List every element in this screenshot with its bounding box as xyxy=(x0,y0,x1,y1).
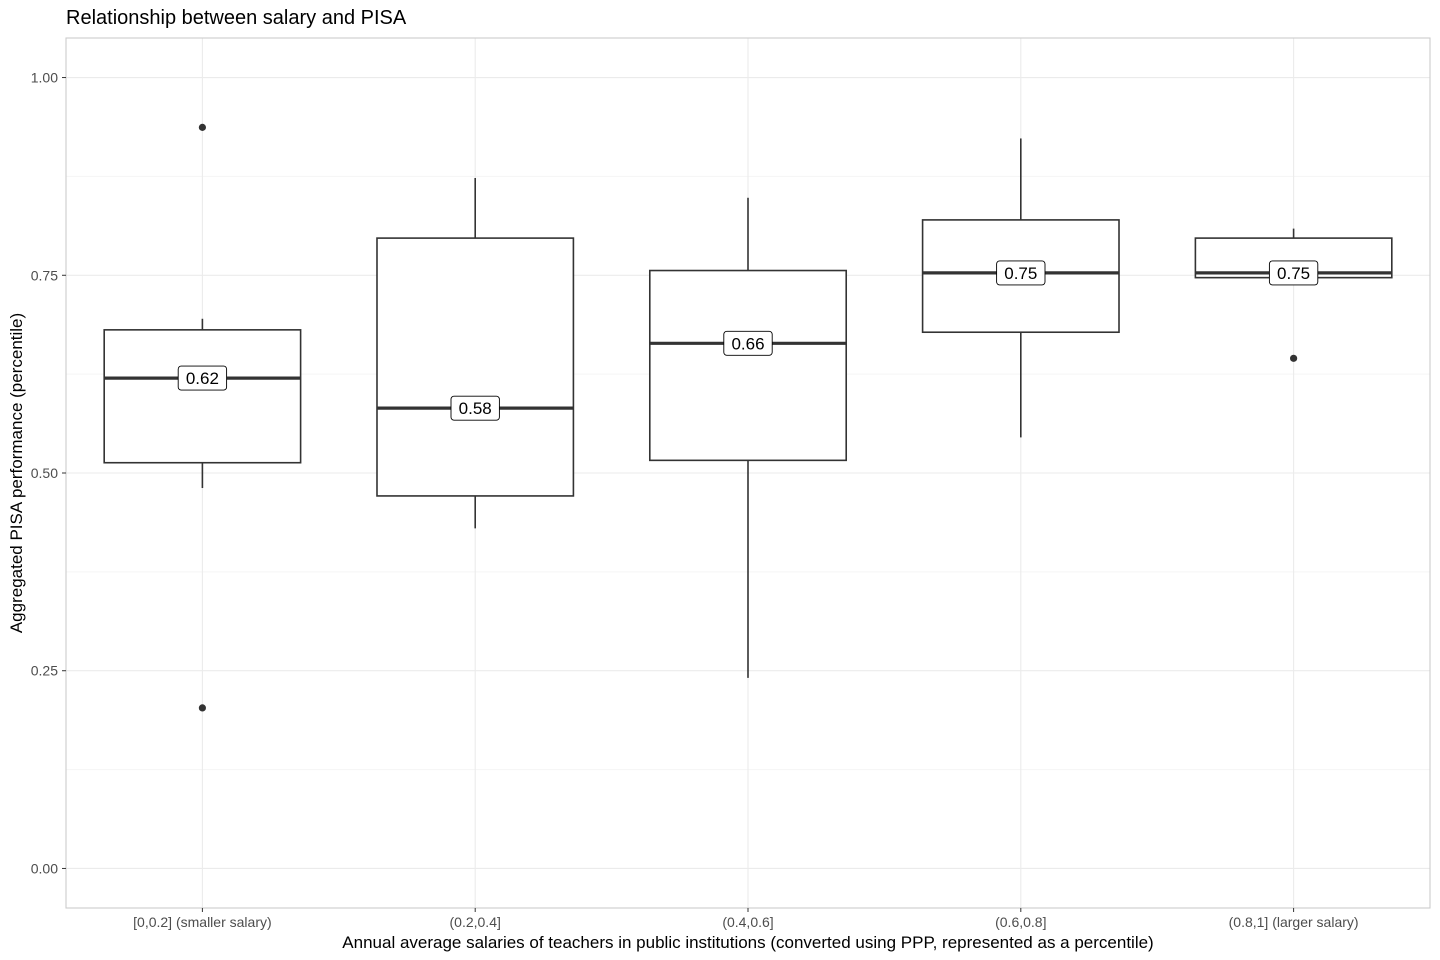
median-label-box xyxy=(177,365,228,391)
x-tick-label: (0.2,0.4] xyxy=(450,914,501,930)
median-label-box xyxy=(1268,260,1319,286)
x-tick-label: [0,0.2] (smaller salary) xyxy=(133,914,271,930)
y-axis-title: Aggregated PISA performance (percentile) xyxy=(7,313,26,633)
median-label: 0.58 xyxy=(459,399,492,418)
median-label-box xyxy=(723,330,773,356)
boxplot-group: 0.75 xyxy=(1194,228,1393,362)
x-tick-label: (0.6,0.8] xyxy=(995,914,1046,930)
boxplot-group: 0.75 xyxy=(921,138,1120,438)
y-tick-label: 0.75 xyxy=(31,267,58,283)
x-tick-label: (0.4,0.6] xyxy=(722,914,773,930)
median-label: 0.75 xyxy=(1004,264,1037,283)
median-label: 0.75 xyxy=(1277,264,1310,283)
median-label-box xyxy=(450,395,500,421)
x-tick-label: (0.8,1] (larger salary) xyxy=(1229,914,1359,930)
box-iqr xyxy=(376,237,575,497)
y-tick-label: 0.25 xyxy=(31,663,58,679)
median-label-box xyxy=(996,260,1046,286)
outlier-point xyxy=(198,704,206,712)
y-axis-ticks: 0.00 0.25 0.50 0.75 1.00 xyxy=(31,70,66,876)
boxplot-group: 0.58 xyxy=(376,177,575,529)
x-axis-ticks: [0,0.2] (smaller salary) (0.2,0.4] (0.4,0.… xyxy=(133,908,1359,930)
boxplot-group: 0.66 xyxy=(648,197,848,678)
outlier-point xyxy=(1290,354,1298,362)
boxplots: 0.62 0.58 0.66 0.75 0.75 xyxy=(103,123,1393,712)
x-axis-title: Annual average salaries of teachers in p… xyxy=(342,933,1153,952)
y-tick-label: 0.50 xyxy=(31,465,58,481)
outlier-point xyxy=(198,123,206,131)
y-tick-label: 0.00 xyxy=(31,860,58,876)
chart-title: Relationship between salary and PISA xyxy=(66,7,407,29)
box-iqr xyxy=(648,269,848,462)
median-label: 0.62 xyxy=(186,369,219,388)
boxplot-group: 0.62 xyxy=(103,123,302,712)
median-label: 0.66 xyxy=(731,334,764,353)
box-iqr xyxy=(103,329,302,464)
y-tick-label: 1.00 xyxy=(31,70,58,86)
